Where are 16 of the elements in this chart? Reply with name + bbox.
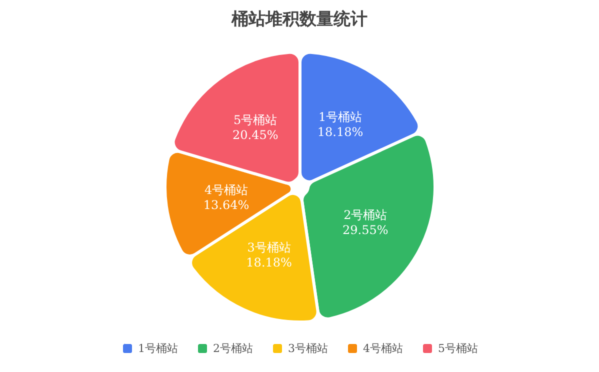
slice-label: 4号桶站 — [204, 183, 248, 198]
data-label: 18.18% — [246, 255, 292, 270]
legend-label: 3号桶站 — [288, 342, 328, 355]
chart-title: 桶站堆积数量统计 — [230, 10, 368, 30]
legend-label: 4号桶站 — [363, 342, 403, 355]
legend-label: 2号桶站 — [213, 342, 253, 355]
legend-label: 5号桶站 — [438, 342, 478, 355]
legend-label: 1号桶站 — [138, 342, 178, 355]
data-label: 18.18% — [317, 124, 364, 139]
slice-label: 3号桶站 — [247, 240, 291, 254]
slice-label: 1号桶站 — [318, 110, 362, 124]
data-label: 20.45% — [232, 128, 278, 142]
data-label: 29.55% — [342, 223, 388, 238]
slice-label: 2号桶站 — [344, 208, 388, 222]
data-label: 13.64% — [203, 198, 250, 212]
slice-label: 5号桶站 — [234, 112, 278, 127]
